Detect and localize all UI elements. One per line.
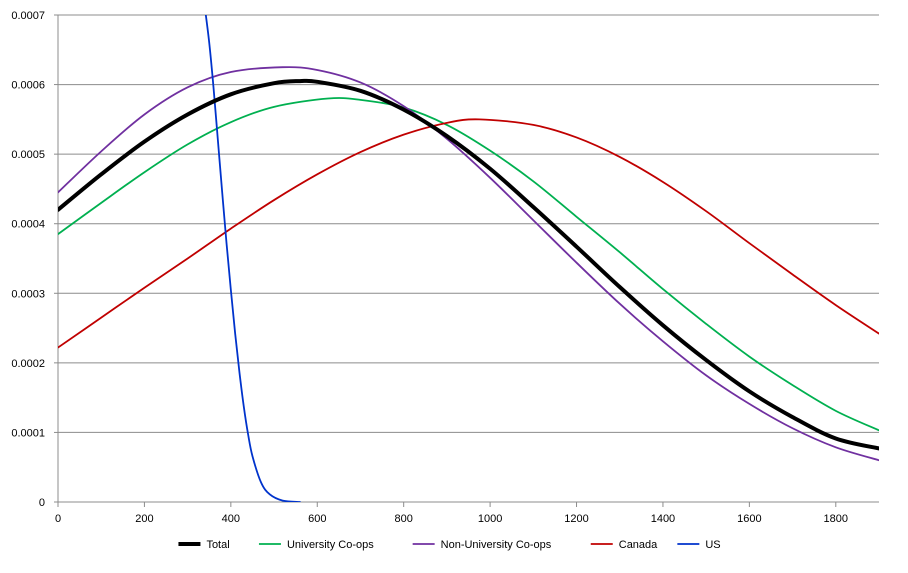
series-line-university-co-ops bbox=[58, 97, 879, 432]
series-line-us bbox=[204, 15, 301, 502]
y-tick-label: 0.0007 bbox=[11, 10, 45, 22]
x-tick-labels: 0 200 400 600 800 1000 1200 1400 1600 1800 bbox=[55, 513, 848, 525]
y-tick-label: 0.0002 bbox=[11, 358, 45, 370]
series-line-non-university-co-ops bbox=[58, 66, 879, 462]
y-tick-label: 0.0006 bbox=[11, 80, 45, 92]
y-tick-label: 0.0005 bbox=[11, 149, 45, 161]
y-tick-label: 0.0003 bbox=[11, 288, 45, 300]
y-tick-label: 0.0001 bbox=[11, 427, 45, 439]
x-tick-label: 1800 bbox=[824, 513, 848, 525]
series-line-canada bbox=[58, 118, 879, 349]
y-tick-label: 0.0004 bbox=[11, 219, 45, 231]
legend: Total University Co-ops Non-University Co-… bbox=[178, 539, 721, 551]
x-tick-label: 1000 bbox=[478, 513, 502, 525]
x-tick-label: 200 bbox=[135, 513, 153, 525]
x-tick-label: 800 bbox=[395, 513, 413, 525]
series-lines bbox=[58, 15, 879, 502]
series-line-total bbox=[58, 78, 879, 451]
legend-label-non-university-co-ops: Non-University Co-ops bbox=[441, 539, 552, 551]
x-tick-label: 400 bbox=[222, 513, 240, 525]
gridlines bbox=[58, 14, 879, 433]
y-tick-labels: 0 0.0001 0.0002 0.0003 0.0004 0.0005 0.0006 0.0… bbox=[11, 10, 45, 509]
legend-label-us: US bbox=[705, 539, 720, 551]
x-tick-label: 0 bbox=[55, 513, 61, 525]
x-tick-label: 600 bbox=[308, 513, 326, 525]
legend-label-total: Total bbox=[206, 539, 229, 551]
y-tick-label: 0 bbox=[39, 497, 45, 509]
x-tick-label: 1400 bbox=[651, 513, 675, 525]
legend-label-university-co-ops: University Co-ops bbox=[287, 539, 374, 551]
legend-label-canada: Canada bbox=[619, 539, 658, 551]
x-tick-label: 1200 bbox=[564, 513, 588, 525]
axes bbox=[54, 14, 879, 507]
x-tick-label: 1600 bbox=[737, 513, 761, 525]
